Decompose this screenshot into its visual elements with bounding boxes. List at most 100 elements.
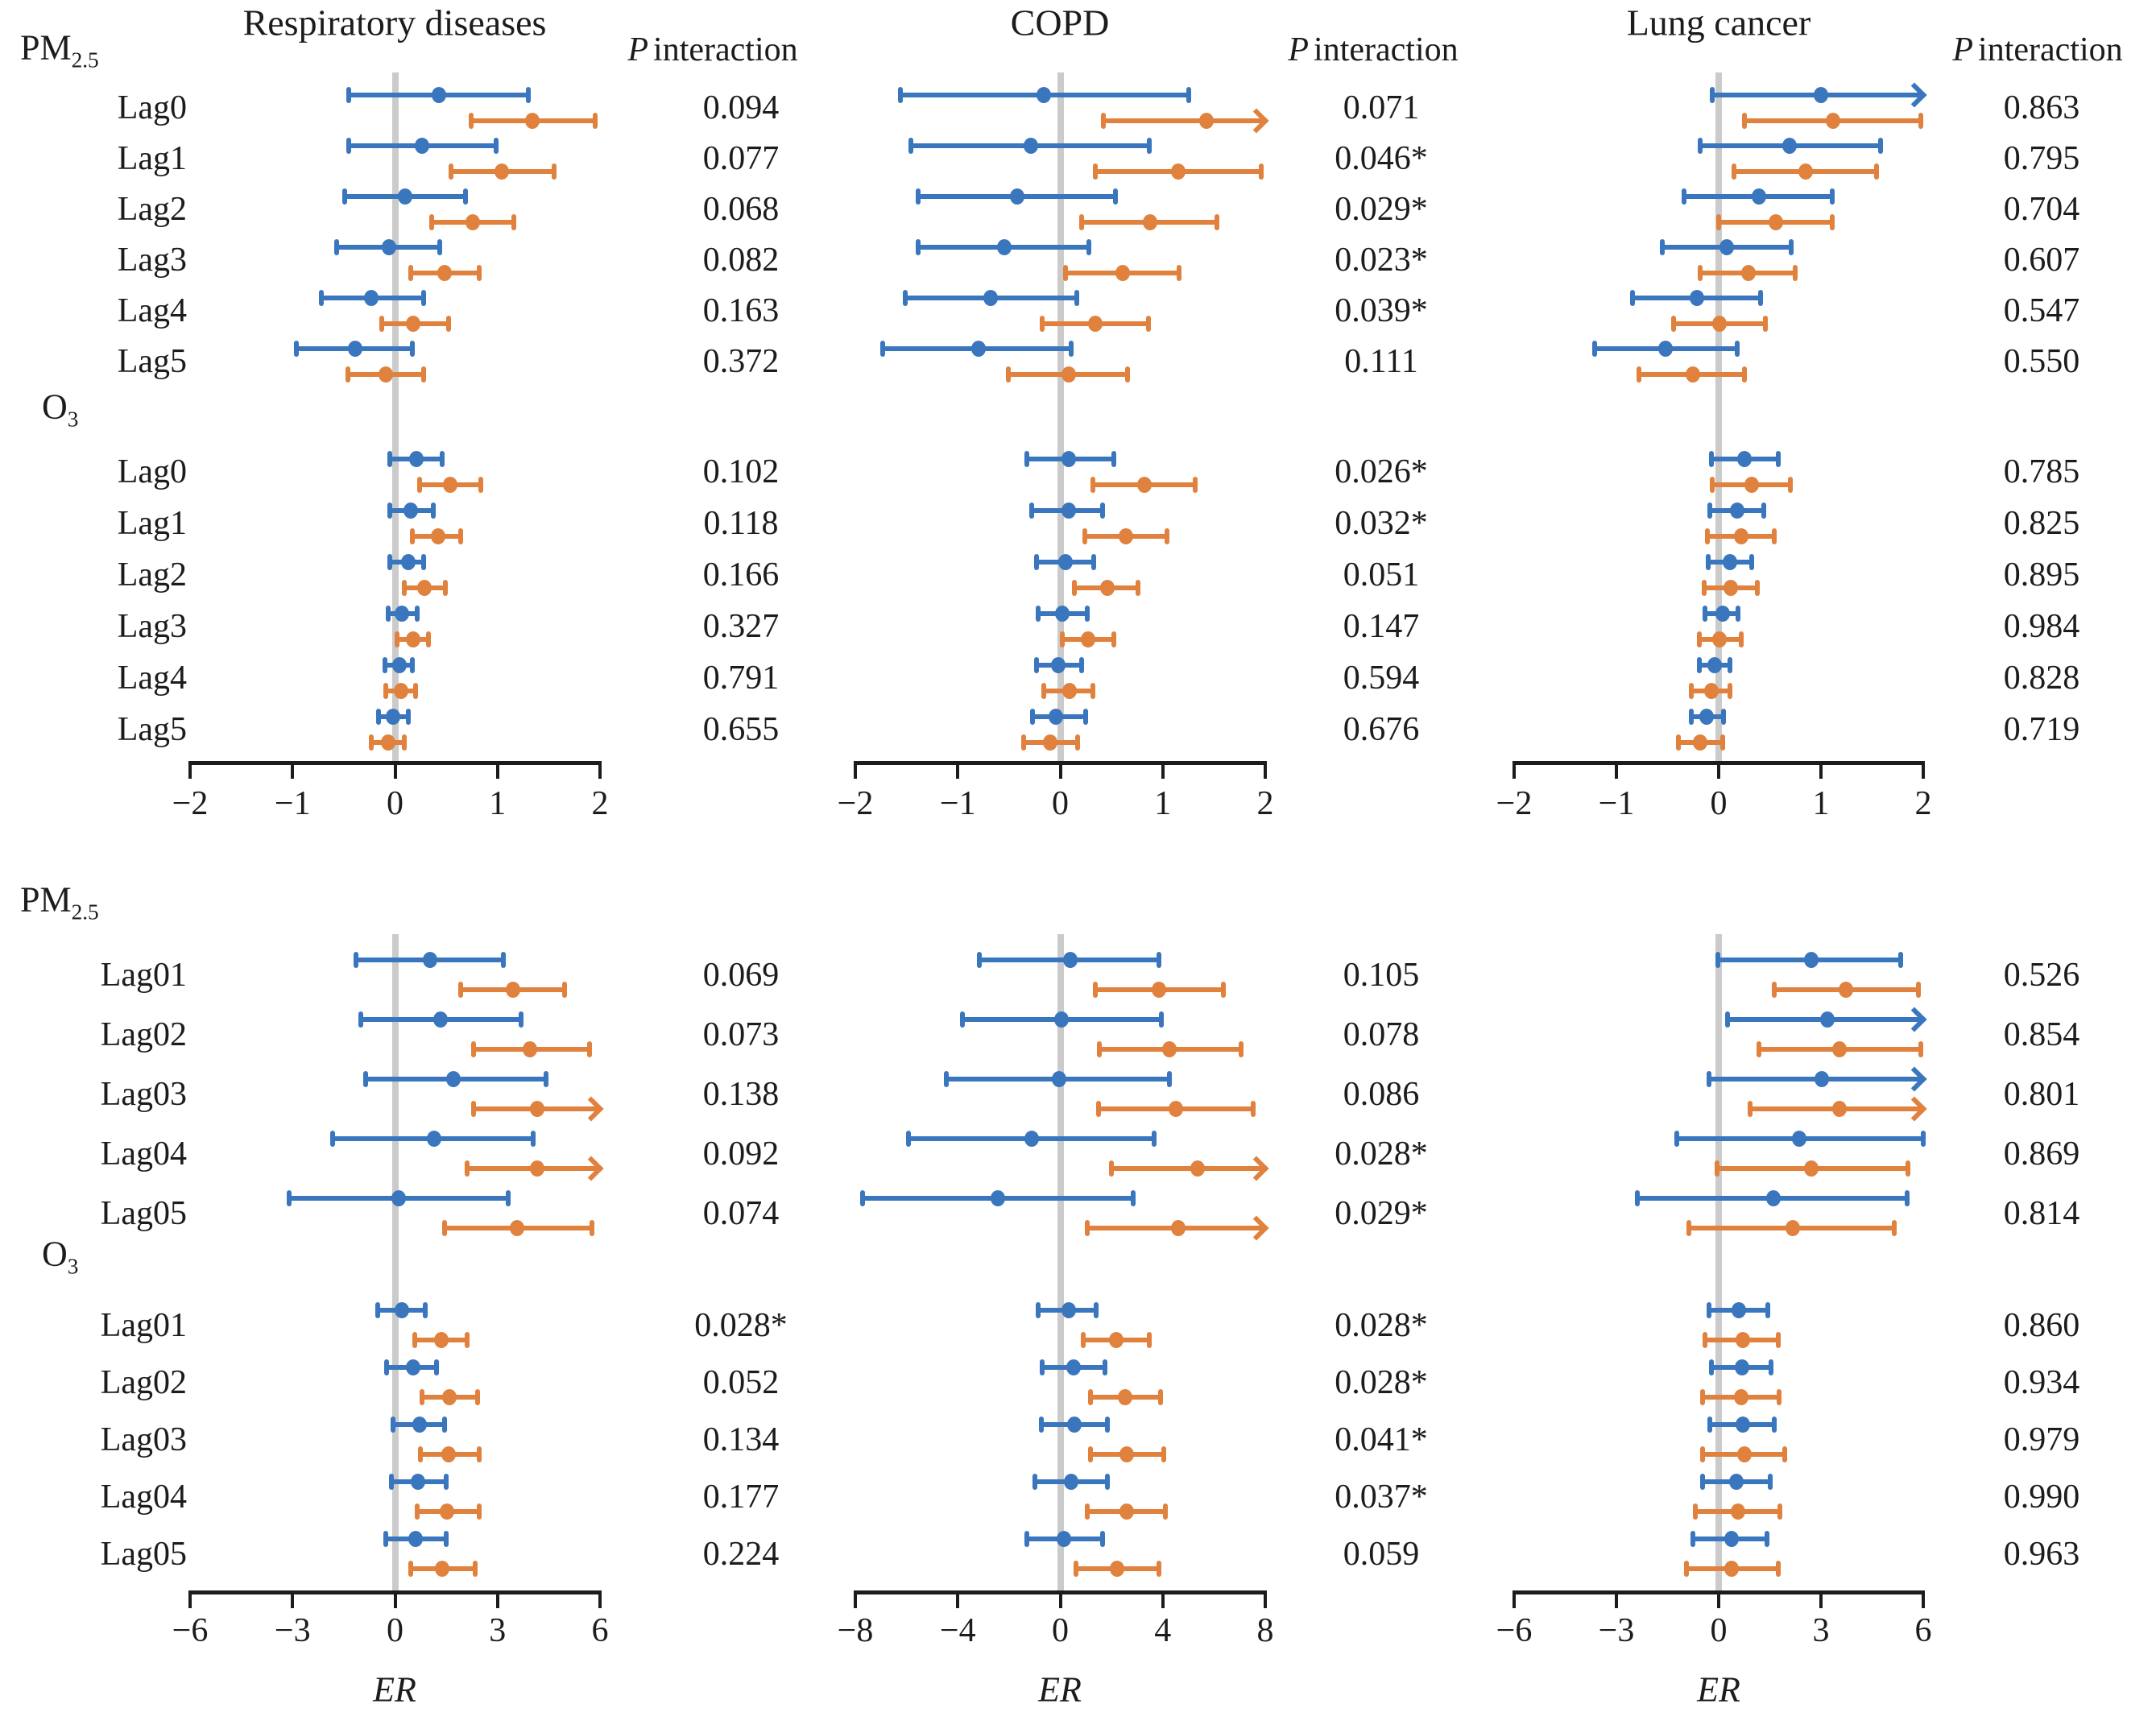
point-estimate-dot: [433, 1011, 449, 1028]
p-interaction-value: 0.854: [2003, 1015, 2080, 1053]
point-estimate-dot: [398, 188, 413, 205]
error-bar-cap-left: [387, 503, 393, 519]
error-bar-cap-right: [433, 1359, 439, 1375]
error-bar-cap-left: [1030, 709, 1036, 725]
p-interaction-value: 0.984: [2003, 608, 2080, 645]
error-bar-cap-right: [1775, 1332, 1781, 1348]
zero-reference-line: [1715, 934, 1722, 1590]
row-label: Lag03: [100, 1075, 187, 1113]
axis-tick-label: 0: [1052, 785, 1069, 822]
point-estimate-dot: [1693, 734, 1708, 751]
error-bar-cap-right: [1897, 952, 1903, 968]
arrow-right-icon: [1902, 1007, 1927, 1032]
error-bar-cap-left: [449, 163, 454, 180]
row-label: Lag01: [100, 1306, 187, 1344]
p-interaction-value: 0.934: [2003, 1363, 2080, 1401]
point-estimate-dot: [391, 1190, 406, 1206]
p-interaction-value: 0.071: [1343, 89, 1420, 126]
row-label: Lag2: [117, 556, 187, 594]
row-label: Lag3: [117, 242, 187, 279]
axis-tick: [1513, 1594, 1516, 1608]
point-estimate-dot: [990, 1190, 1005, 1206]
point-estimate-dot: [1119, 1503, 1135, 1520]
p-interaction-value: 0.118: [703, 505, 779, 542]
point-estimate-dot: [1736, 1332, 1751, 1348]
point-estimate-dot: [406, 316, 421, 332]
point-estimate-dot: [409, 451, 424, 467]
p-interaction-value: 0.028*: [1335, 1135, 1428, 1173]
error-bar-cap-left: [379, 316, 384, 332]
axis-tick: [1513, 765, 1516, 779]
p-interaction-value: 0.801: [2003, 1075, 2080, 1113]
p-interaction-value: 0.372: [702, 343, 780, 380]
point-estimate-dot: [1168, 1101, 1183, 1117]
error-bar-cap-right: [1158, 1011, 1164, 1028]
p-interaction-value: 0.092: [702, 1135, 780, 1173]
point-estimate-dot: [422, 952, 437, 968]
point-estimate-dot: [1061, 683, 1077, 699]
error-bar-cap-left: [1034, 554, 1040, 570]
point-estimate-dot: [1087, 316, 1103, 332]
row-label: Lag5: [117, 711, 187, 748]
error-bar-cap-left: [1705, 528, 1711, 544]
error-bar-cap-right: [457, 528, 463, 544]
p-interaction-value: 0.111: [1344, 343, 1418, 380]
error-bar-cap-left: [457, 982, 463, 998]
error-bar-cap-right: [442, 1417, 447, 1433]
pollutant-label-o3-top: O3: [42, 387, 79, 432]
axis-tick: [1717, 1594, 1720, 1608]
error-bar-cap-right: [1727, 657, 1732, 673]
point-estimate-dot: [1053, 1011, 1069, 1028]
p-interaction-value: 0.814: [2003, 1194, 2080, 1232]
p-interaction-value: 0.979: [2003, 1421, 2080, 1458]
error-bar-cap-right: [1105, 1417, 1111, 1433]
error-bar-cap-right: [442, 580, 448, 596]
point-estimate-dot: [1814, 87, 1828, 103]
error-bar-cap-right: [1748, 554, 1754, 570]
error-bar-cap-right: [1918, 113, 1924, 129]
error-bar-cap-right: [410, 341, 416, 357]
error-bar-cap-right: [525, 87, 531, 103]
axis-tick-label: −1: [939, 785, 976, 822]
axis-tick: [188, 765, 192, 779]
axis-tick: [1615, 1594, 1618, 1608]
zero-reference-line: [1057, 72, 1064, 761]
error-bar-cap-left: [1702, 580, 1707, 596]
error-bar-cap-right: [1131, 1190, 1136, 1206]
error-bar-cap-left: [401, 580, 407, 596]
zero-reference-line: [1057, 934, 1064, 1590]
error-bar-cap-right: [440, 451, 445, 467]
point-estimate-dot: [391, 657, 407, 673]
axis-tick: [854, 765, 857, 779]
point-estimate-dot: [446, 1071, 461, 1087]
p-interaction-value: 0.077: [702, 140, 780, 177]
row-label: Lag01: [100, 956, 187, 994]
error-bar-cap-left: [1710, 87, 1715, 103]
point-estimate-dot: [1118, 528, 1133, 544]
point-estimate-dot: [1766, 1190, 1781, 1206]
point-estimate-dot: [1064, 1474, 1079, 1490]
error-bar-cap-left: [1636, 366, 1641, 383]
point-estimate-dot: [1010, 188, 1025, 205]
axis-tick: [1161, 1594, 1165, 1608]
p-interaction-value: 0.825: [2003, 505, 2080, 542]
error-bar-cap-right: [1736, 606, 1741, 622]
p-interaction-value: 0.039*: [1335, 292, 1428, 329]
error-bar-cap-right: [1765, 1302, 1770, 1318]
error-bar-cap-right: [1094, 1302, 1099, 1318]
error-bar-cap-right: [551, 163, 557, 180]
point-estimate-dot: [1724, 580, 1739, 596]
error-bar-cap-left: [1703, 1332, 1708, 1348]
p-italic: P: [1952, 31, 1974, 68]
p-interaction-value: 0.860: [2003, 1306, 2080, 1344]
error-bar-cap-right: [1084, 606, 1090, 622]
p-rest: interaction: [653, 31, 798, 68]
p-interaction-value: 0.028*: [1335, 1363, 1428, 1401]
p-italic: P: [627, 31, 649, 68]
error-bar-cap-left: [330, 1131, 336, 1147]
row-label: Lag02: [100, 1015, 187, 1053]
error-bar-cap-left: [417, 1446, 423, 1462]
p-interaction-value: 0.547: [2003, 292, 2080, 329]
error-bar-cap-right: [1157, 952, 1162, 968]
